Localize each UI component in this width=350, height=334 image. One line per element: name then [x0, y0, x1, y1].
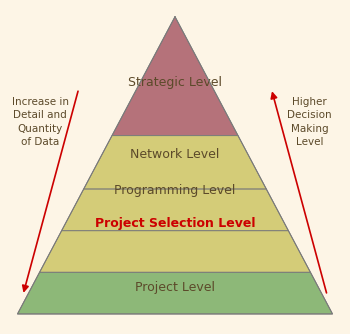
Text: Higher
Decision
Making
Level: Higher Decision Making Level — [287, 97, 332, 147]
Text: Increase in
Detail and
Quantity
of Data: Increase in Detail and Quantity of Data — [12, 97, 69, 147]
Polygon shape — [62, 189, 288, 231]
Text: Network Level: Network Level — [130, 148, 220, 161]
Polygon shape — [84, 136, 266, 189]
Polygon shape — [40, 231, 310, 272]
Polygon shape — [18, 272, 332, 314]
Text: Programming Level: Programming Level — [114, 184, 236, 197]
Text: Project Level: Project Level — [135, 281, 215, 294]
Text: Project Selection Level: Project Selection Level — [95, 217, 255, 230]
Text: Strategic Level: Strategic Level — [128, 75, 222, 89]
Polygon shape — [112, 17, 238, 136]
